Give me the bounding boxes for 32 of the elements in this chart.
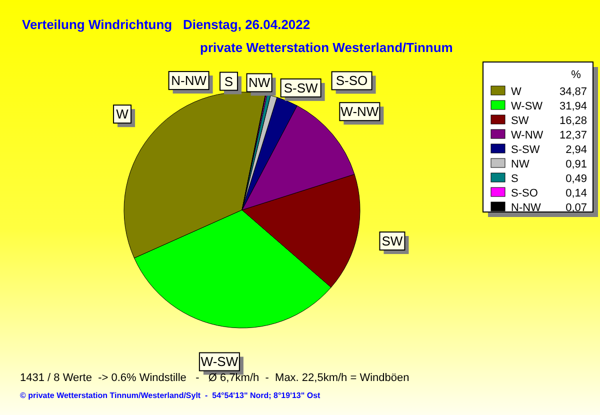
data-label: 16,28 bbox=[559, 115, 587, 127]
legend-title: % bbox=[571, 69, 582, 81]
slice-label: W-SW bbox=[200, 354, 239, 370]
slice-label: W-NW bbox=[340, 104, 380, 120]
legend-label: W-SW bbox=[511, 100, 544, 112]
slice-label: W bbox=[116, 106, 130, 122]
legend-label: S bbox=[511, 173, 518, 185]
legend-label: SW bbox=[511, 115, 530, 127]
legend-label: NW bbox=[511, 158, 530, 170]
chart-title: Verteilung Windrichtung Dienstag, 26.04.2022 bbox=[22, 17, 310, 32]
data-label: 31,94 bbox=[559, 100, 587, 112]
data-label: 0,91 bbox=[566, 158, 587, 170]
data-label: 34,87 bbox=[559, 86, 587, 98]
data-label: 2,94 bbox=[566, 144, 587, 156]
legend-label: S-SW bbox=[511, 144, 540, 156]
category-label: S-SO bbox=[336, 73, 368, 88]
slice-label: S-SW bbox=[284, 80, 319, 96]
legend-label: S-SO bbox=[511, 188, 538, 200]
text: © private Wetterstation Tinnum/Westerland/Sylt - 54°54'13" Nord; 8°19'13" Ost bbox=[20, 391, 321, 400]
data-label: 0,49 bbox=[566, 173, 587, 185]
slice-label: SW bbox=[382, 234, 404, 249]
text: 1431 / 8 Werte -> 0.6% Windstille - Ø 6,7km/h - Max. 22,5km/h = Windböen bbox=[20, 372, 410, 384]
category-label: N-NW bbox=[171, 73, 206, 88]
data-label: 0,14 bbox=[566, 188, 587, 200]
legend-label: N-NW bbox=[511, 202, 542, 214]
category-label: NW bbox=[248, 75, 270, 90]
chart-subtitle: private Wetterstation Westerland/Tinnum bbox=[200, 40, 453, 55]
data-label: 0,07 bbox=[566, 202, 587, 214]
category-label: S bbox=[224, 74, 234, 89]
legend-label: W-NW bbox=[511, 130, 544, 142]
legend-label: W bbox=[511, 86, 522, 98]
data-label: 12,37 bbox=[559, 130, 587, 142]
